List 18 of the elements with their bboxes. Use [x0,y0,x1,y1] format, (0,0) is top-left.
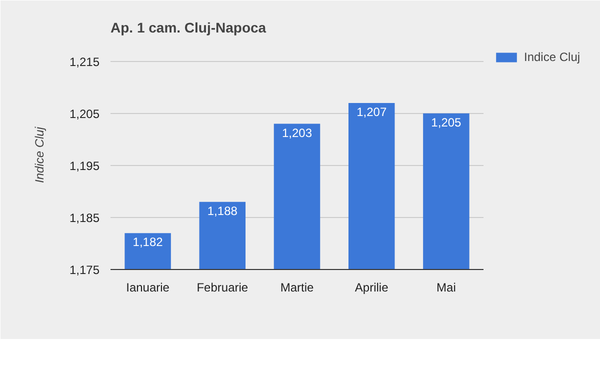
legend-label: Indice Cluj [524,50,580,64]
y-tick-label: 1,185 [69,210,100,225]
data-label: 1,182 [132,235,164,250]
y-tick-label: 1,195 [69,158,100,173]
data-label: 1,188 [207,204,238,218]
data-label: 1,203 [282,126,312,140]
y-axis-title: Indice Cluj [32,126,46,184]
y-tick-label: 1,215 [69,54,100,69]
chart-title: Ap. 1 cam. Cluj-Napoca [110,20,266,36]
x-tick-label: Mai [436,280,456,294]
y-tick-label: 1,205 [69,106,100,121]
y-tick-label: 1,175 [69,263,100,277]
x-tick-label: Februarie [196,280,248,294]
data-label: 1,205 [431,115,462,130]
x-tick-label: Aprilie [354,280,389,294]
x-tick-label: Martie [280,280,314,294]
x-tick-label: Ianuarie [126,280,170,294]
data-label: 1,207 [356,104,387,119]
